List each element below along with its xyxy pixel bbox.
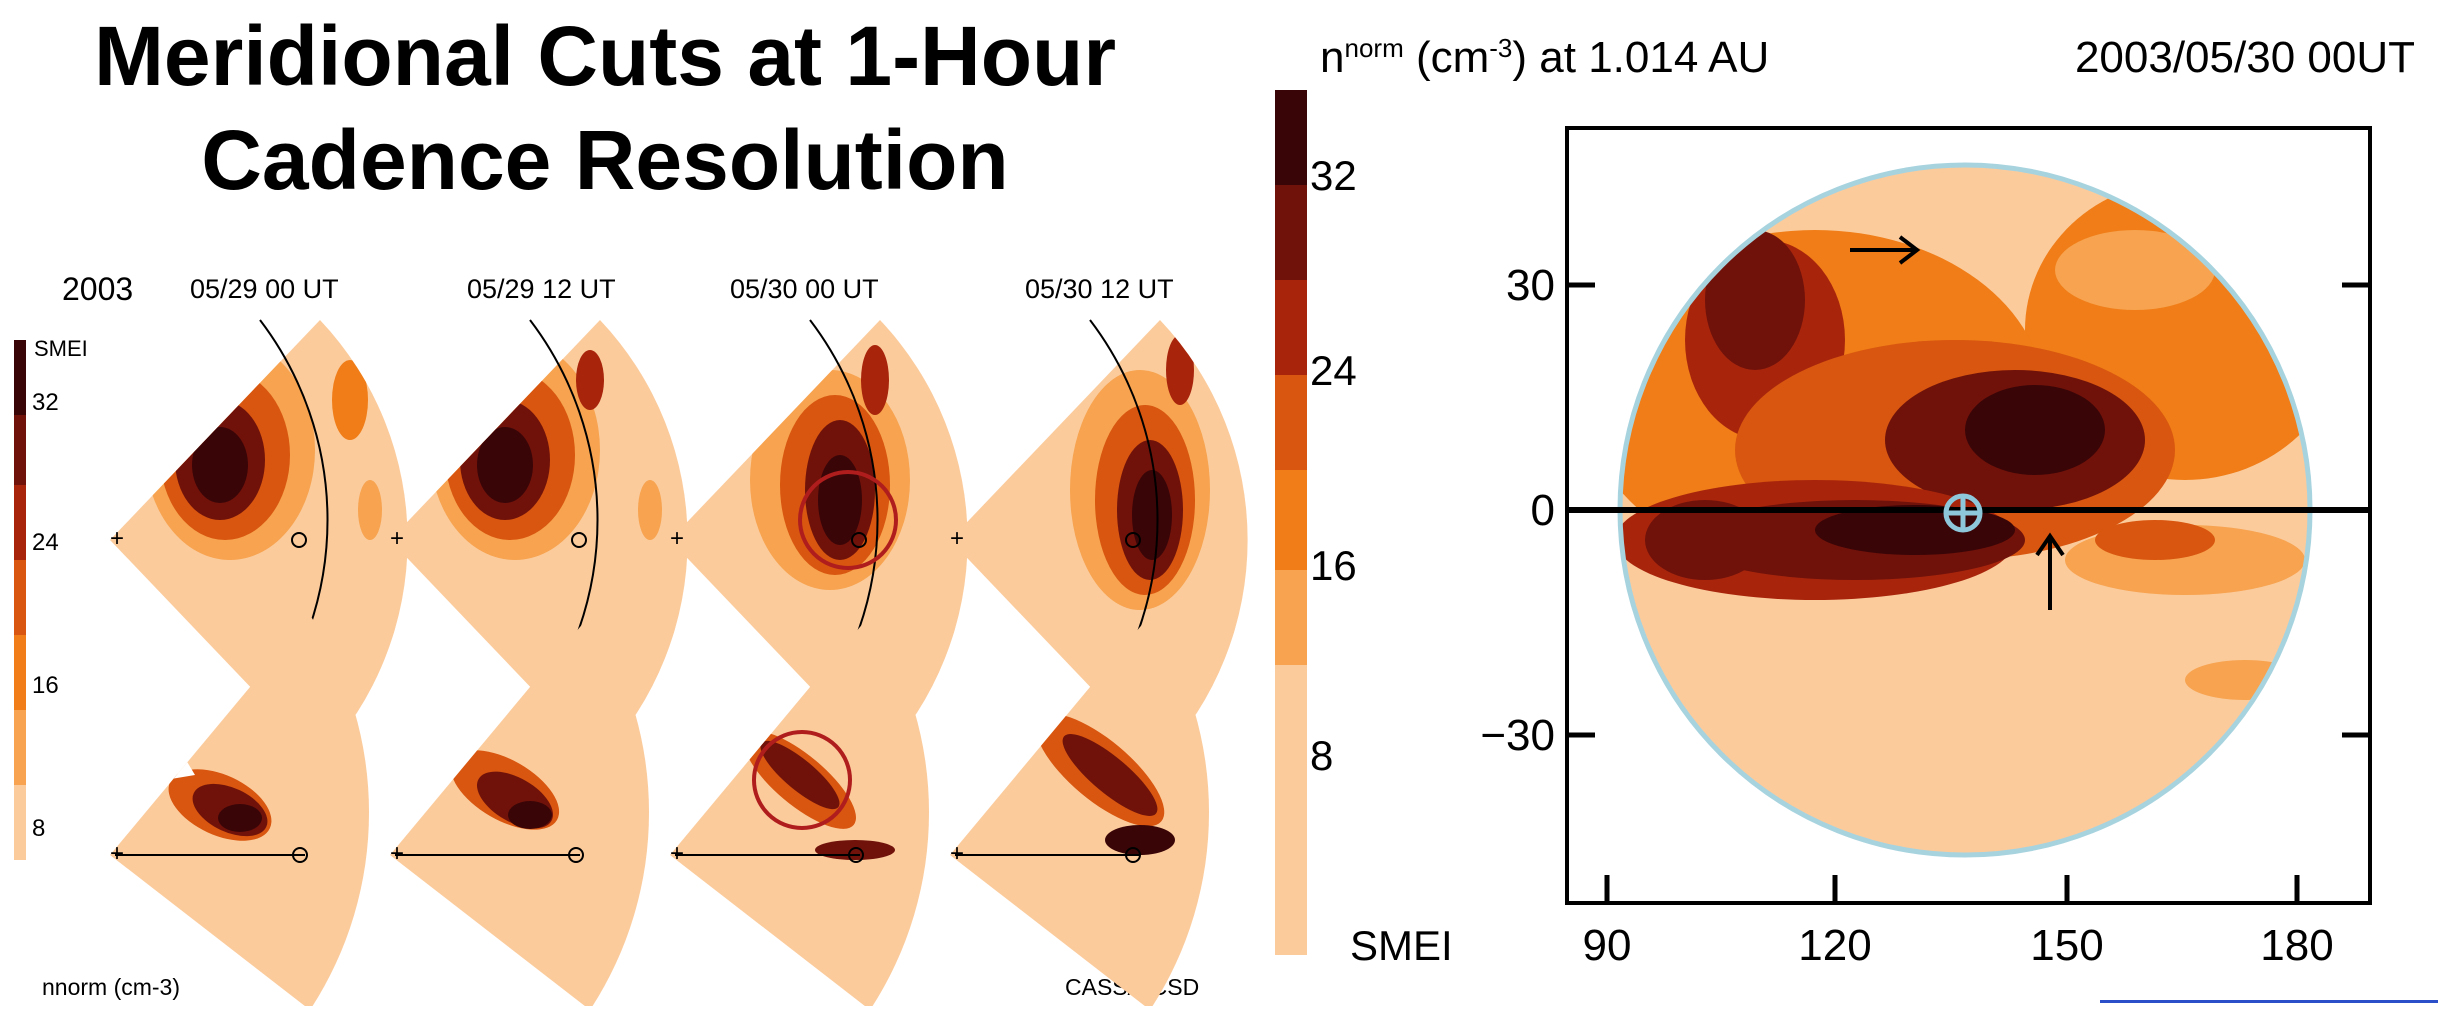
y-tick-0: 0 xyxy=(1531,486,1555,535)
time-label-4: 05/30 12 UT xyxy=(1025,274,1174,304)
right-cb-tick-16: 16 xyxy=(1310,542,1357,589)
plot-frame xyxy=(1565,126,2372,905)
meridional-cuts-svg: 2003 05/29 00 UT 05/29 12 UT 05/30 00 UT… xyxy=(14,271,1248,1010)
right-cb-tick-24: 24 xyxy=(1310,347,1357,394)
left-colorbar-label: nnorm (cm-3) xyxy=(42,974,180,1000)
left-cb-tick-24: 24 xyxy=(32,529,59,556)
map-quantity-label: nnorm (cm-3) at 1.014 AU xyxy=(1320,33,1769,82)
x-tick-150: 150 xyxy=(2030,921,2103,970)
earth-marker-icon xyxy=(1943,493,1983,533)
left-cb-tick-16: 16 xyxy=(32,672,59,699)
footer-accent-line xyxy=(2100,1000,2438,1003)
x-tick-120: 120 xyxy=(1798,921,1871,970)
left-colorbar xyxy=(14,340,26,860)
svg-text:+: + xyxy=(670,840,684,867)
density-map-svg: nnorm (cm-3) at 1.014 AU 2003/05/30 00UT… xyxy=(1275,33,2415,970)
svg-text:+: + xyxy=(950,840,964,867)
highlight-circle-bottom xyxy=(752,730,852,830)
year-label: 2003 xyxy=(62,271,133,307)
title-line-2: Cadence Resolution xyxy=(201,113,1009,207)
x-tick-180: 180 xyxy=(2260,921,2333,970)
left-cb-tick-8: 8 xyxy=(32,815,45,842)
right-colorbar xyxy=(1275,90,1307,955)
time-label-2: 05/29 12 UT xyxy=(467,274,616,304)
meridional-cuts-figure: 2003 05/29 00 UT 05/29 12 UT 05/30 00 UT… xyxy=(0,270,1270,1010)
svg-text:+: + xyxy=(390,840,404,867)
x-tick-90: 90 xyxy=(1583,921,1632,970)
svg-text:+: + xyxy=(390,525,404,552)
highlight-circle-top xyxy=(798,470,898,570)
map-timestamp: 2003/05/30 00UT xyxy=(2075,33,2415,82)
left-instrument-label: SMEI xyxy=(34,336,88,361)
svg-text:+: + xyxy=(110,525,124,552)
arrow-right-icon xyxy=(1850,235,1921,265)
arrow-up-icon xyxy=(2035,532,2065,610)
svg-text:+: + xyxy=(110,840,124,867)
page-title: Meridional Cuts at 1-Hour Cadence Resolu… xyxy=(0,4,1210,212)
left-cb-tick-32: 32 xyxy=(32,389,59,416)
right-cb-tick-8: 8 xyxy=(1310,732,1333,779)
y-tick-30: 30 xyxy=(1506,261,1555,310)
right-cb-tick-32: 32 xyxy=(1310,152,1357,199)
density-map-figure: nnorm (cm-3) at 1.014 AU 2003/05/30 00UT… xyxy=(1255,0,2438,1006)
time-label-3: 05/30 00 UT xyxy=(730,274,879,304)
svg-text:+: + xyxy=(950,525,964,552)
y-tick-minus-30: −30 xyxy=(1480,711,1555,760)
right-colorbar-label: SMEI xyxy=(1350,922,1453,969)
svg-text:+: + xyxy=(670,525,684,552)
time-label-1: 05/29 00 UT xyxy=(190,274,339,304)
title-line-1: Meridional Cuts at 1-Hour xyxy=(93,9,1117,103)
